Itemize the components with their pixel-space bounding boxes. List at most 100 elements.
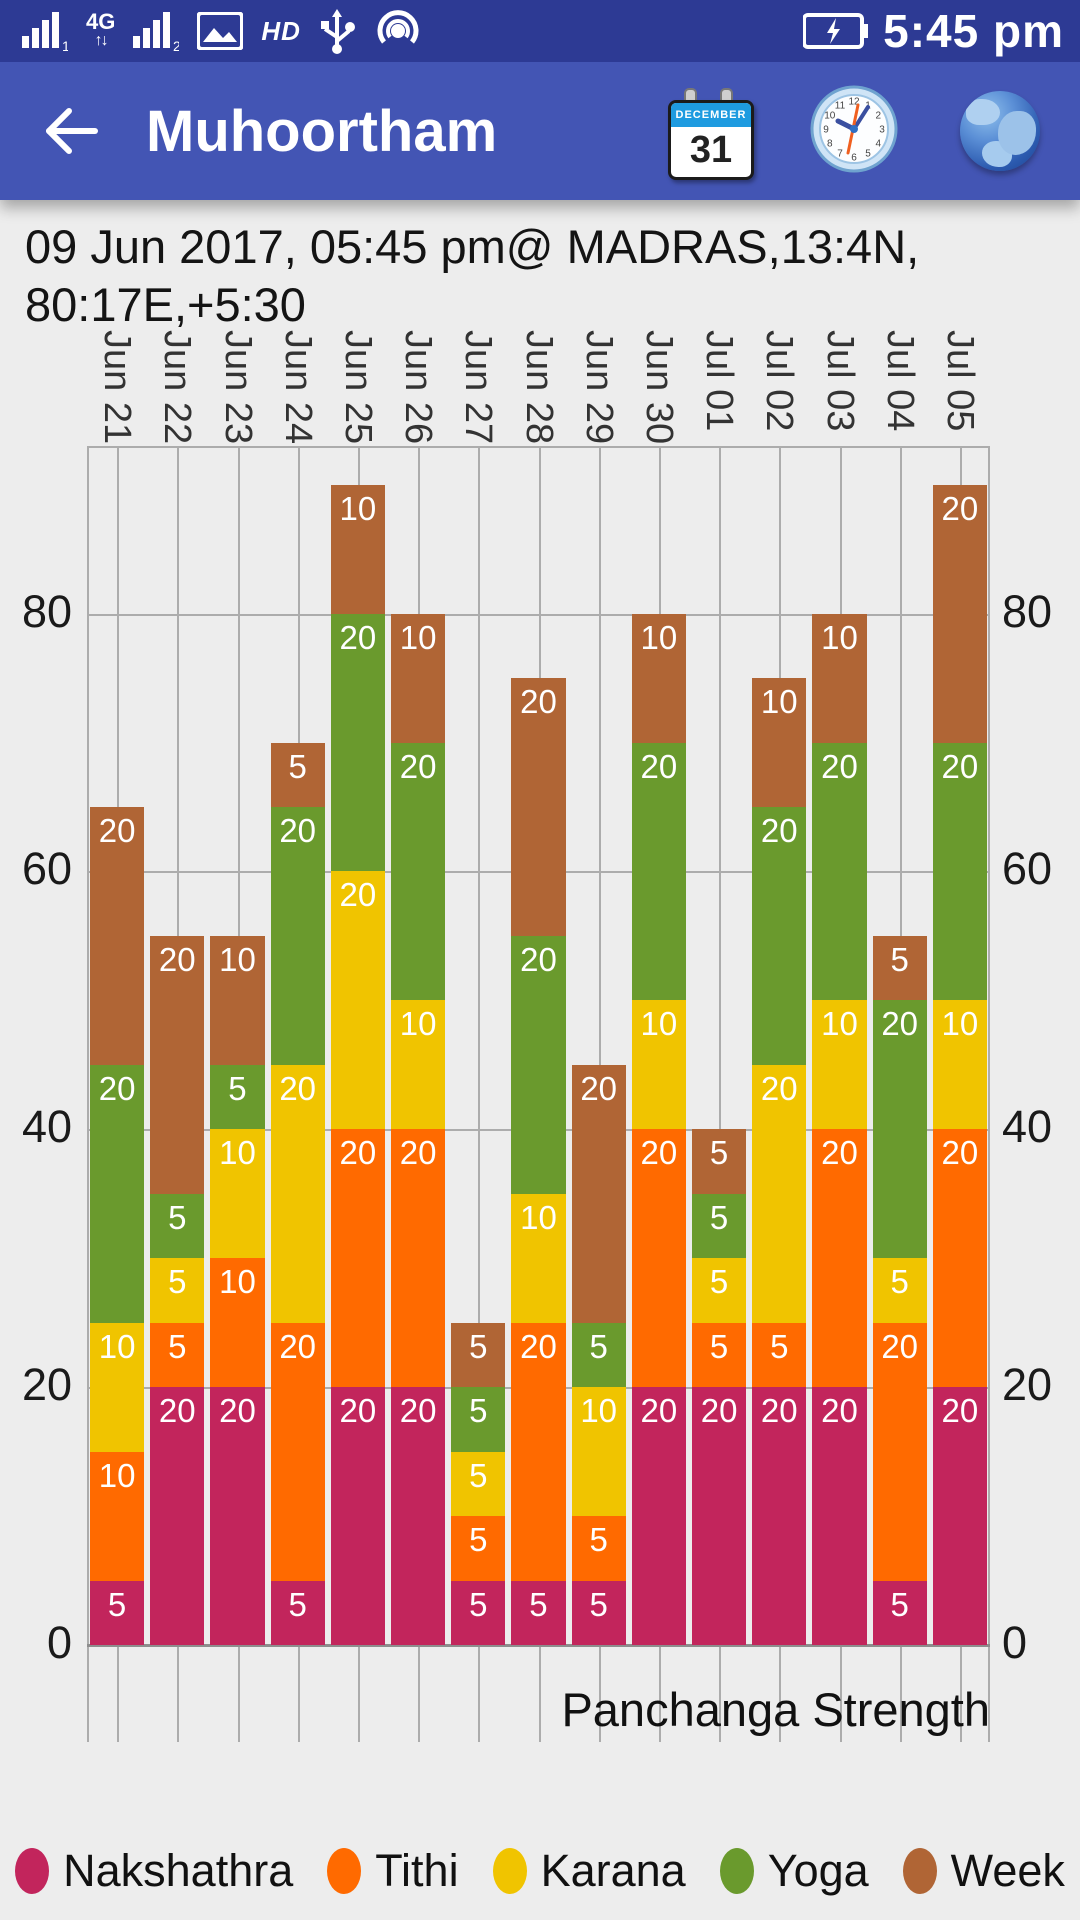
bar-segment-tithi[interactable]: 20 (631, 1129, 686, 1388)
bar-segment-yoga[interactable]: 20 (932, 742, 987, 1001)
bar-segment-karana[interactable]: 5 (872, 1258, 927, 1323)
bar-segment-karana[interactable]: 5 (150, 1258, 205, 1323)
back-button[interactable] (36, 96, 106, 166)
bar-segment-week[interactable]: 10 (631, 613, 686, 743)
bar-segment-week[interactable]: 5 (872, 935, 927, 1001)
bar-value-label: 5 (589, 1521, 608, 1559)
clock-button[interactable]: 121234567891011 (810, 85, 898, 178)
bar-segment-tithi[interactable]: 20 (330, 1129, 385, 1388)
bar-value-label: 20 (760, 811, 798, 849)
bar-value-label: 10 (399, 618, 437, 656)
bar-segment-nakshathra[interactable]: 20 (330, 1387, 385, 1645)
bar-segment-nakshathra[interactable]: 5 (872, 1580, 927, 1645)
calendar-day: 31 (689, 129, 733, 171)
bar-segment-week[interactable]: 5 (270, 742, 325, 807)
bar-segment-karana[interactable]: 10 (210, 1129, 265, 1259)
bar-segment-week[interactable]: 20 (932, 484, 987, 743)
bar-segment-yoga[interactable]: 20 (511, 935, 566, 1194)
bar-segment-karana[interactable]: 20 (752, 1064, 807, 1323)
bar-segment-karana[interactable]: 10 (812, 1000, 867, 1130)
bar-segment-yoga[interactable]: 20 (812, 742, 867, 1001)
bar-value-label: 5 (709, 1134, 729, 1172)
bar-segment-nakshathra[interactable]: 5 (511, 1580, 566, 1645)
bar-segment-yoga[interactable]: 20 (270, 806, 325, 1065)
bar-segment-week[interactable]: 10 (391, 613, 446, 743)
calendar-button[interactable]: DECEMBER 31 (668, 88, 754, 180)
bar-segment-nakshathra[interactable]: 20 (812, 1387, 867, 1645)
bar-segment-yoga[interactable]: 20 (872, 1000, 927, 1259)
bar-segment-karana[interactable]: 10 (90, 1322, 145, 1452)
bar-segment-nakshathra[interactable]: 20 (391, 1387, 446, 1645)
bar-segment-tithi[interactable]: 10 (90, 1451, 145, 1581)
app-header: Muhoortham DECEMBER 31 121234567891011 (0, 62, 1080, 200)
bar-value-label: 20 (941, 747, 979, 785)
bar-segment-week[interactable]: 20 (90, 806, 145, 1065)
bar-segment-week[interactable]: 20 (571, 1064, 626, 1323)
bar-segment-tithi[interactable]: 5 (752, 1322, 807, 1388)
bar-segment-nakshathra[interactable]: 20 (752, 1387, 807, 1645)
bar-segment-tithi[interactable]: 20 (511, 1322, 566, 1581)
bar-segment-karana[interactable]: 10 (511, 1193, 566, 1323)
bar-segment-yoga[interactable]: 20 (631, 742, 686, 1001)
bar-segment-tithi[interactable]: 5 (692, 1322, 747, 1388)
bar-segment-tithi[interactable]: 5 (150, 1322, 205, 1388)
bar-segment-nakshathra[interactable]: 20 (210, 1387, 265, 1645)
bar-value-label: 20 (520, 683, 557, 721)
bar-segment-week[interactable]: 10 (752, 678, 807, 807)
bar-segment-karana[interactable]: 10 (631, 1000, 686, 1130)
x-axis-label: Jul 01 (698, 330, 741, 432)
bar-segment-karana[interactable]: 20 (330, 871, 385, 1130)
bar-segment-nakshathra[interactable]: 5 (571, 1580, 626, 1645)
y-axis-label: 20 (1002, 1359, 1053, 1411)
bar-segment-week[interactable]: 10 (330, 484, 385, 614)
bar-segment-nakshathra[interactable]: 5 (270, 1580, 325, 1645)
bar-segment-week[interactable]: 10 (210, 935, 265, 1065)
bar-segment-week[interactable]: 5 (451, 1322, 506, 1388)
globe-icon (982, 141, 1012, 167)
clock-numeral: 4 (875, 138, 881, 149)
bar-segment-yoga[interactable]: 5 (692, 1193, 747, 1259)
bar-segment-nakshathra[interactable]: 20 (150, 1387, 205, 1645)
bar-segment-nakshathra[interactable]: 20 (692, 1387, 747, 1645)
bar-segment-yoga[interactable]: 20 (330, 613, 385, 872)
bar-segment-week[interactable]: 20 (511, 678, 566, 936)
bar-value-label: 10 (821, 1005, 858, 1043)
bar-segment-yoga[interactable]: 20 (391, 742, 446, 1001)
bar-segment-yoga[interactable]: 5 (451, 1387, 506, 1452)
bar-segment-yoga[interactable]: 5 (571, 1322, 626, 1388)
bar-segment-tithi[interactable]: 20 (812, 1129, 867, 1388)
bar-segment-karana[interactable]: 5 (451, 1451, 506, 1517)
bar-segment-week[interactable]: 5 (692, 1129, 747, 1194)
bar-segment-karana[interactable]: 10 (932, 1000, 987, 1130)
bar-segment-karana[interactable]: 5 (692, 1258, 747, 1323)
bar-segment-tithi[interactable]: 20 (391, 1129, 446, 1388)
bar-segment-tithi[interactable]: 20 (872, 1322, 927, 1581)
bar-segment-nakshathra[interactable]: 20 (932, 1387, 987, 1645)
bar-segment-tithi[interactable]: 10 (210, 1258, 265, 1388)
calendar-month: DECEMBER (671, 103, 751, 127)
bar-segment-tithi[interactable]: 20 (932, 1129, 987, 1388)
bar-segment-nakshathra[interactable]: 5 (90, 1580, 145, 1645)
bar-segment-yoga[interactable]: 5 (210, 1064, 265, 1130)
bar-segment-tithi[interactable]: 20 (270, 1322, 325, 1581)
bar-segment-karana[interactable]: 10 (391, 1000, 446, 1130)
bar-segment-yoga[interactable]: 20 (90, 1064, 145, 1323)
globe-button[interactable] (960, 91, 1040, 171)
bar-value-label: 10 (760, 683, 798, 721)
bar-segment-tithi[interactable]: 5 (571, 1516, 626, 1581)
bar-value-label: 5 (589, 1585, 608, 1623)
bar-value-label: 20 (760, 1069, 798, 1107)
clock-numeral: 7 (837, 148, 843, 159)
bar-segment-yoga[interactable]: 20 (752, 806, 807, 1065)
bar-segment-nakshathra[interactable]: 5 (451, 1580, 506, 1645)
bar-segment-yoga[interactable]: 5 (150, 1193, 205, 1259)
bar-segment-tithi[interactable]: 5 (451, 1516, 506, 1581)
bar-segment-karana[interactable]: 10 (571, 1387, 626, 1517)
bar-segment-week[interactable]: 10 (812, 613, 867, 743)
bar-segment-week[interactable]: 20 (150, 935, 205, 1194)
bar-segment-karana[interactable]: 20 (270, 1064, 325, 1323)
bar-segment-nakshathra[interactable]: 20 (631, 1387, 686, 1645)
bar-value-label: 20 (821, 1134, 858, 1172)
bar-value-label: 20 (399, 1392, 437, 1430)
